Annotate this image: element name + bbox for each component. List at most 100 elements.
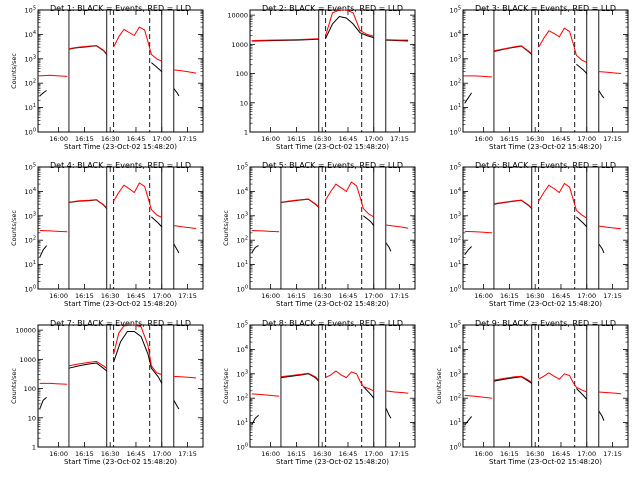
series-events-line — [39, 245, 47, 258]
y-tick-label: 100 — [237, 443, 248, 452]
y-tick-label: 101 — [25, 103, 36, 112]
y-tick-label: 100 — [450, 443, 461, 452]
series-lld-line — [464, 75, 493, 78]
x-axis-label: Start Time (23-Oct-02 15:48:20) — [276, 143, 389, 151]
series-lld-line — [113, 182, 163, 218]
series-lld-line — [173, 225, 197, 230]
plot-frame — [462, 166, 629, 290]
detector-panel-8: Det 8: BLACK = Events, RED = LLD 100 101 10… — [222, 319, 416, 466]
series-lld-line — [251, 230, 280, 233]
panel-title: Det 1: BLACK = Events, RED = LLD — [50, 4, 191, 13]
y-axis-label: Counts/sec — [10, 210, 18, 246]
series-events-line — [68, 362, 108, 372]
series-events-line — [576, 63, 588, 74]
x-tick-label: 16:15 — [500, 135, 519, 143]
y-tick-label: 105 — [450, 163, 461, 172]
series-events-line — [598, 90, 605, 99]
series-events-line — [173, 243, 180, 254]
series-events-line — [576, 388, 588, 400]
series-events-line — [493, 376, 533, 384]
series-events-line — [151, 216, 163, 228]
x-tick-label: 16:45 — [127, 135, 146, 143]
y-tick-label: 100 — [450, 285, 461, 294]
detector-panel-4: Det 4: BLACK = Events, RED = LLD 100 101 10… — [10, 161, 204, 308]
series-lld-line — [68, 44, 108, 55]
y-tick-label: 104 — [237, 345, 248, 354]
series-lld-line — [385, 39, 409, 41]
x-tick-label: 16:30 — [101, 292, 120, 300]
y-tick-label: 103 — [450, 211, 461, 220]
x-tick-label: 17:00 — [577, 450, 596, 458]
series-lld-line — [538, 182, 588, 219]
x-tick-label: 17:15 — [178, 135, 197, 143]
series-events-line — [280, 373, 320, 382]
x-tick-label: 16:30 — [313, 135, 332, 143]
y-tick-label: 104 — [450, 345, 461, 354]
x-tick-label: 16:15 — [75, 135, 94, 143]
series-events-line — [151, 62, 163, 72]
series-lld-line — [251, 393, 280, 397]
x-tick-label: 16:30 — [101, 450, 120, 458]
y-tick-label: 103 — [237, 211, 248, 220]
series-lld-line — [598, 225, 622, 230]
y-tick-label: 105 — [237, 321, 248, 330]
plot-frame — [249, 9, 416, 133]
series-lld-line — [68, 199, 108, 209]
y-tick-label: 102 — [450, 394, 461, 403]
series-lld-line — [538, 372, 587, 393]
series-events-line — [113, 331, 163, 384]
detector-panel-1: Det 1: BLACK = Events, RED = LLD 100 101 10… — [10, 4, 204, 151]
panel-title: Det 7: BLACK = Events, RED = LLD — [50, 319, 191, 328]
x-tick-label: 17:00 — [152, 135, 171, 143]
y-tick-label: 101 — [450, 103, 461, 112]
x-tick-label: 16:00 — [49, 135, 68, 143]
y-tick-label: 103 — [237, 369, 248, 378]
x-tick-label: 16:15 — [75, 450, 94, 458]
y-tick-label: 10000 — [227, 12, 248, 20]
x-tick-label: 16:30 — [313, 450, 332, 458]
x-tick-label: 17:00 — [364, 450, 383, 458]
series-events-line — [464, 92, 473, 104]
series-events-line — [251, 245, 259, 254]
series-events-line — [173, 88, 180, 97]
series-lld-line — [39, 382, 68, 385]
series-events-line — [598, 410, 605, 421]
y-tick-label: 100 — [24, 385, 36, 393]
x-axis-label: Start Time (23-Oct-02 15:48:20) — [64, 300, 177, 308]
y-tick-label: 100 — [25, 285, 36, 294]
x-tick-label: 16:15 — [287, 135, 306, 143]
series-lld-line — [325, 9, 374, 37]
y-tick-label: 105 — [450, 6, 461, 15]
series-lld-line — [173, 375, 197, 379]
y-tick-label: 100 — [450, 128, 461, 137]
x-tick-label: 16:30 — [526, 450, 545, 458]
series-lld-line — [39, 74, 68, 77]
x-tick-label: 16:30 — [526, 292, 545, 300]
series-events-line — [280, 198, 320, 208]
x-tick-label: 16:00 — [261, 135, 280, 143]
y-tick-label: 102 — [25, 79, 36, 88]
y-tick-label: 100 — [236, 70, 248, 78]
series-events-line — [385, 242, 392, 252]
y-tick-label: 101 — [450, 418, 461, 427]
x-tick-label: 16:30 — [313, 292, 332, 300]
panel-title: Det 2: BLACK = Events, RED = LLD — [262, 4, 403, 13]
y-tick-label: 10 — [28, 414, 36, 422]
panel-title: Det 5: BLACK = Events, RED = LLD — [262, 161, 403, 170]
detector-panel-9: Det 9: BLACK = Events, RED = LLD 100 101 10… — [435, 319, 629, 466]
y-tick-label: 10 — [240, 99, 248, 107]
series-lld-line — [113, 26, 163, 62]
x-tick-label: 16:15 — [287, 292, 306, 300]
x-tick-label: 16:00 — [49, 292, 68, 300]
x-tick-label: 16:15 — [287, 450, 306, 458]
y-tick-label: 102 — [450, 79, 461, 88]
x-tick-label: 17:15 — [178, 292, 197, 300]
series-lld-line — [598, 71, 622, 74]
y-tick-label: 104 — [450, 187, 461, 196]
series-events-line — [39, 90, 47, 97]
series-events-line — [68, 45, 108, 55]
panel-title: Det 8: BLACK = Events, RED = LLD — [262, 319, 403, 328]
series-lld-line — [39, 230, 68, 233]
y-tick-label: 104 — [25, 187, 36, 196]
